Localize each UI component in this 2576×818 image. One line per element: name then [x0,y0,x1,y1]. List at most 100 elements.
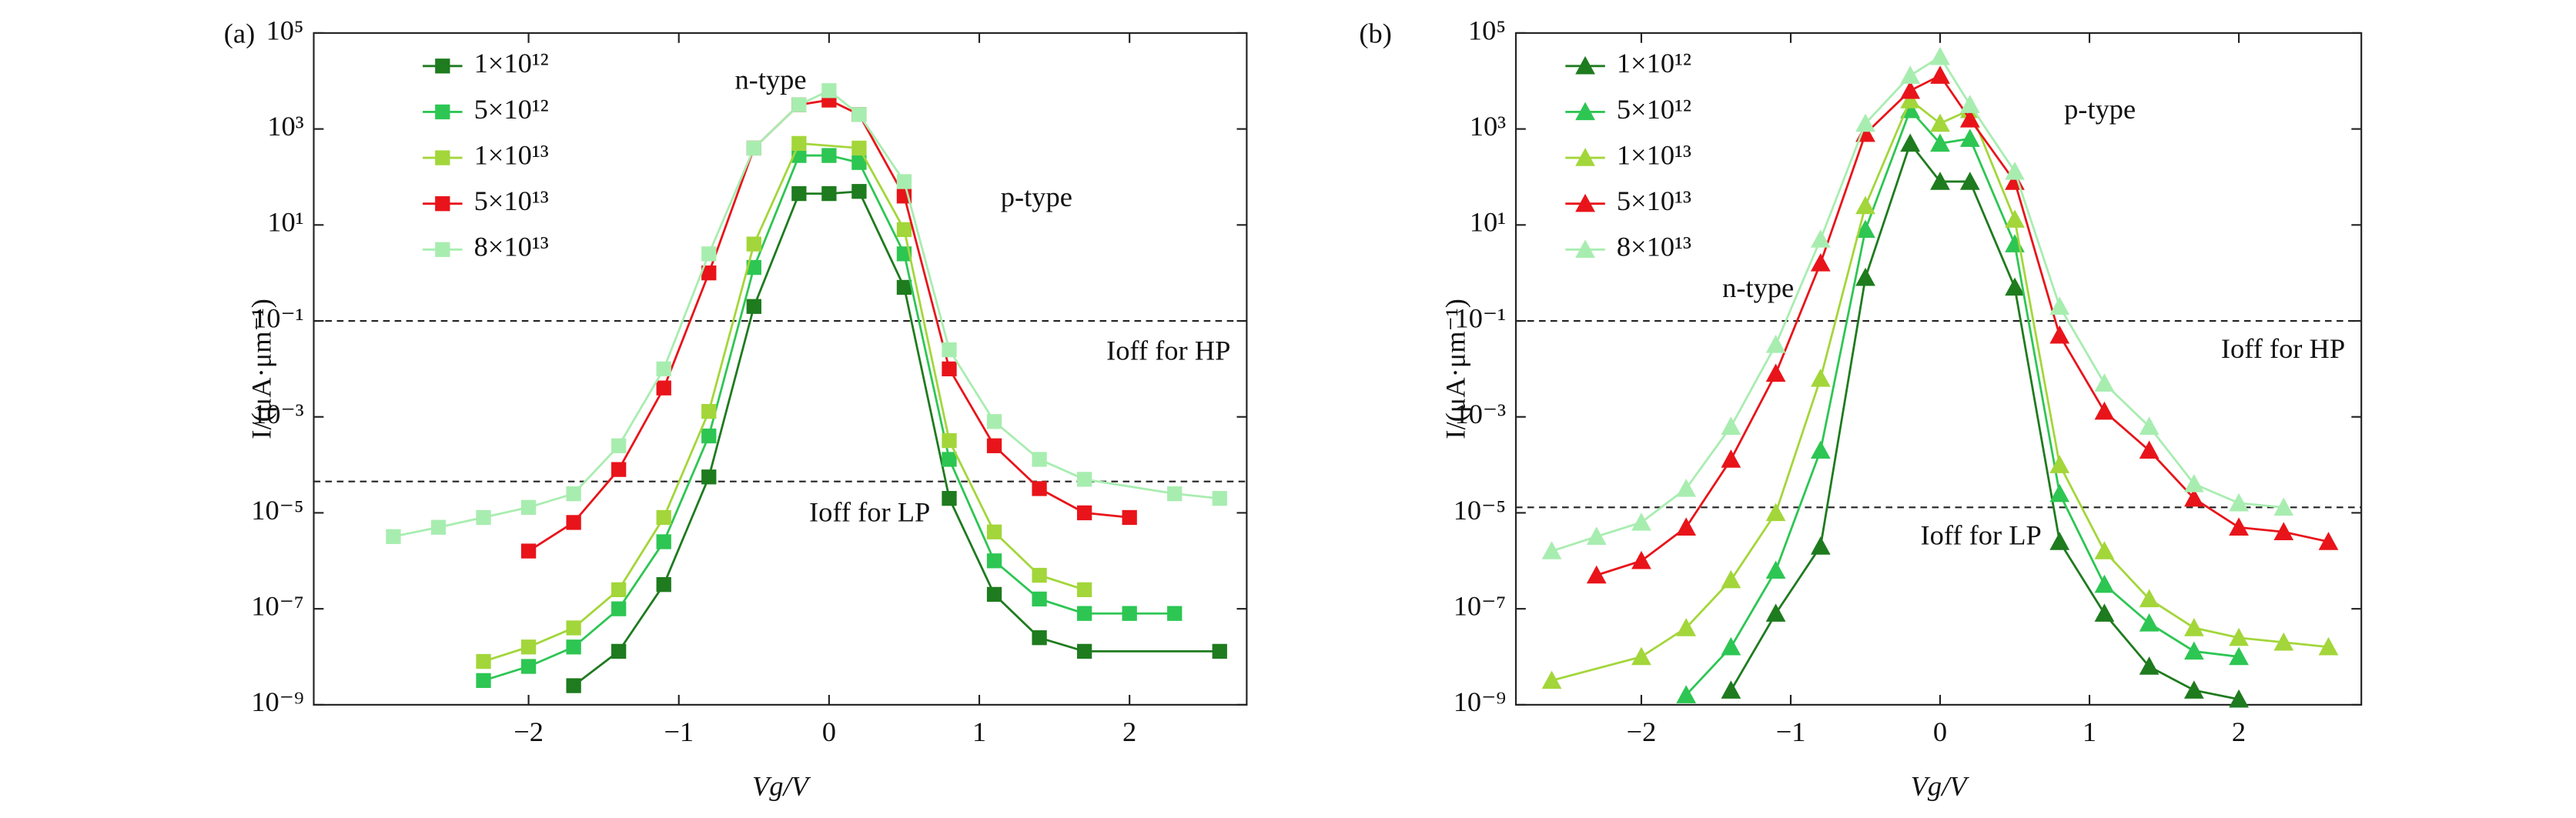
marker [1032,452,1047,467]
marker [942,432,957,449]
y-tick-label: 10¹ [1470,207,1506,238]
legend-marker [435,104,450,120]
legend-label: 1×10¹² [474,48,549,78]
marker [1076,582,1092,597]
panel-label: (a) [224,18,255,49]
marker [1631,513,1651,531]
legend-label: 1×10¹² [1617,48,1691,78]
marker [851,107,867,122]
marker [1721,680,1741,699]
annotation: n-type [734,65,806,95]
marker [701,246,717,262]
marker [430,519,447,535]
marker [1765,363,1786,382]
marker [1212,643,1227,659]
marker [1900,80,1921,99]
legend-label: 8×10¹³ [1617,232,1691,262]
marker [1076,472,1092,487]
marker [791,97,807,112]
marker [566,486,581,502]
legend-label: 1×10¹³ [1617,139,1691,170]
marker [2139,613,2159,632]
marker [476,653,491,669]
marker [1900,133,1921,152]
marker [476,509,491,526]
series-line [1596,74,2329,576]
plot-frame [1514,32,2363,706]
marker [611,601,627,616]
legend-marker [1575,102,1595,121]
annotation: Ioff for HP [1106,335,1230,366]
marker [1721,569,1741,589]
marker [2183,680,2204,699]
marker [2139,656,2159,675]
marker [701,265,717,281]
marker [1900,90,1921,109]
marker [986,414,1002,429]
marker [1032,481,1047,496]
marker [2005,277,2025,296]
marker [896,174,912,189]
marker [791,185,807,202]
y-tick-label: 10⁻³ [253,399,304,429]
marker [1631,550,1651,569]
marker [656,577,671,593]
marker [1721,416,1741,435]
marker [1676,685,1697,703]
x-tick-label: −2 [1627,716,1657,747]
marker [2139,589,2159,608]
x-tick-label: 0 [822,716,836,747]
marker [2183,488,2204,507]
marker [2183,641,2204,660]
marker [746,299,761,314]
marker [566,620,581,636]
legend-marker [435,242,450,257]
marker [821,148,837,163]
marker [701,469,717,485]
legend-marker [435,150,450,165]
y-axis-label: I/(μA·μm⁻¹) [1440,299,1470,439]
marker [2229,492,2249,512]
marker [520,659,537,674]
y-tick-label: 10³ [1470,111,1506,142]
marker [566,639,581,655]
legend-marker [435,58,450,74]
marker [2049,483,2070,502]
marker [1586,526,1607,546]
x-axis-label: Vg/V [752,771,811,802]
marker [520,499,537,515]
marker [851,140,867,156]
marker [851,184,867,199]
marker [2229,517,2249,536]
y-tick-label: 10⁻⁵ [251,495,303,526]
marker [2049,325,2070,344]
marker [2005,161,2025,180]
marker [1855,219,1875,239]
legend-marker [1575,148,1595,166]
marker [1032,630,1047,646]
plot-frame [313,32,1248,706]
marker [520,639,537,655]
marker [1810,369,1831,387]
marker [386,529,401,544]
marker [656,509,671,526]
x-tick-label: 2 [1122,716,1136,747]
marker [1122,606,1137,621]
marker [1076,505,1092,521]
marker [942,491,957,506]
annotation: Ioff for LP [809,497,930,528]
y-tick-label: 10⁵ [266,15,303,45]
marker [1586,565,1607,584]
marker [746,259,761,275]
marker [986,553,1002,569]
marker [2094,603,2115,622]
x-tick-label: 1 [2083,716,2096,747]
series-line [573,190,1220,687]
marker [1721,636,1741,656]
marker [1676,517,1697,536]
legend-label: 1×10¹³ [474,139,549,170]
x-tick-label: −2 [514,716,544,747]
marker [2049,296,2070,315]
marker [1765,335,1786,353]
